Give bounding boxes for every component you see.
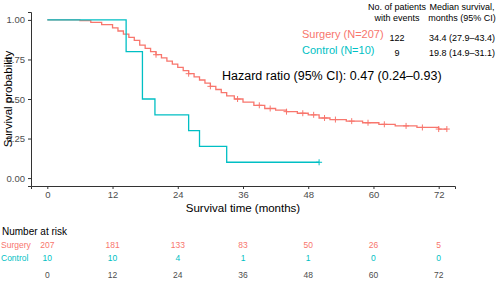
y-tick-label: 1.00: [7, 14, 26, 25]
table-cell: 19.8 (14.9–31.1): [429, 48, 495, 58]
censor-mark: [300, 110, 306, 116]
risk-value: 10: [43, 253, 53, 263]
censor-mark: [186, 71, 192, 77]
x-tick: 12: [108, 186, 119, 200]
plot-area: [47, 20, 450, 165]
table-header: with events: [373, 13, 420, 23]
x-tick-label: 0: [45, 189, 50, 200]
risk-time-label: 72: [434, 270, 444, 280]
x-tick: 0: [45, 186, 50, 200]
y-axis-line: [28, 13, 32, 187]
x-tick-label: 72: [434, 189, 445, 200]
table-cell: 34.4 (27.9–43.4): [429, 33, 495, 43]
censor-mark: [256, 102, 262, 108]
survival-curve: [47, 20, 447, 129]
legend-entry: Surgery (N=207): [302, 28, 384, 40]
risk-table-title: Number at risk: [2, 226, 68, 237]
censor-mark: [267, 105, 273, 111]
y-tick-mark: [28, 178, 31, 179]
risk-value: 5: [436, 240, 441, 250]
risk-value: 50: [303, 240, 313, 250]
censor-mark: [153, 52, 159, 58]
y-tick-mark: [28, 59, 31, 60]
x-tick-label: 48: [303, 189, 314, 200]
x-tick: 48: [303, 186, 314, 200]
table-cell: 122: [389, 33, 404, 43]
legend: Surgery (N=207) Control (N=10): [302, 28, 384, 56]
risk-time-label: 0: [45, 270, 50, 280]
x-tick: 60: [369, 186, 380, 200]
censor-mark: [436, 126, 442, 132]
y-tick: 0.00: [7, 173, 32, 184]
risk-value: 207: [40, 240, 54, 250]
risk-time-label: 24: [173, 270, 183, 280]
risk-time-label: 48: [303, 270, 313, 280]
censor-mark: [403, 123, 409, 129]
summary-table: No. of patientswith events Median surviva…: [368, 2, 496, 58]
risk-row-label: Control: [1, 253, 29, 263]
x-axis: 0 12 24 36 48 60 72: [32, 186, 456, 200]
risk-value: 0: [436, 253, 441, 263]
x-tick: 72: [434, 186, 445, 200]
annotation: Hazard ratio (95% CI): 0.47 (0.24–0.93): [222, 69, 442, 83]
risk-value: 4: [175, 253, 180, 263]
y-axis-title: Survival probability: [2, 50, 14, 147]
risk-time-label: 60: [369, 270, 379, 280]
table-header: No. of patients: [368, 2, 427, 12]
censor-mark: [283, 109, 289, 115]
censor-mark: [322, 115, 328, 121]
censor-mark: [444, 126, 450, 132]
censor-mark: [381, 121, 387, 127]
risk-value: 0: [371, 253, 376, 263]
risk-row-label: Surgery: [1, 240, 32, 250]
censor-mark: [311, 112, 317, 118]
risk-table: Number at risk Surgery 207 181 133 83 50 26 5 Con…: [1, 226, 444, 280]
risk-value: 10: [108, 253, 118, 263]
chart-container: 0.000.250.500.751.000122436486072Surviva…: [0, 0, 500, 284]
risk-time-label: 36: [238, 270, 248, 280]
x-axis-title: Survival time (months): [186, 202, 301, 214]
y-tick-mark: [28, 99, 31, 100]
censor-mark: [235, 96, 241, 102]
table-header: months (95% CI): [428, 13, 496, 23]
censor-mark: [419, 124, 425, 130]
x-tick-label: 24: [173, 189, 184, 200]
y-tick: 1.00: [7, 14, 32, 25]
censor-mark: [349, 118, 355, 124]
table-cell: 9: [394, 48, 399, 58]
risk-value: 181: [105, 240, 119, 250]
censor-mark: [316, 159, 322, 165]
y-tick-mark: [28, 139, 31, 140]
censor-mark: [332, 117, 338, 123]
risk-value: 133: [171, 240, 185, 250]
censor-mark: [207, 83, 213, 89]
x-tick-label: 60: [369, 189, 380, 200]
risk-value: 1: [241, 253, 246, 263]
risk-value: 26: [369, 240, 379, 250]
risk-value: 83: [238, 240, 248, 250]
risk-time-label: 12: [108, 270, 118, 280]
risk-value: 1: [306, 253, 311, 263]
y-tick-mark: [28, 20, 31, 21]
x-tick-label: 12: [108, 189, 119, 200]
table-header: Median survival,: [429, 2, 494, 12]
x-tick: 24: [173, 186, 184, 200]
legend-entry: Control (N=10): [302, 44, 374, 56]
censor-mark: [365, 120, 371, 126]
x-tick: 36: [238, 186, 249, 200]
survival-curve: [47, 20, 319, 162]
x-tick-label: 36: [238, 189, 249, 200]
y-tick-label: 0.00: [7, 173, 26, 184]
chart-svg: 0.000.250.500.751.000122436486072Surviva…: [0, 0, 500, 284]
